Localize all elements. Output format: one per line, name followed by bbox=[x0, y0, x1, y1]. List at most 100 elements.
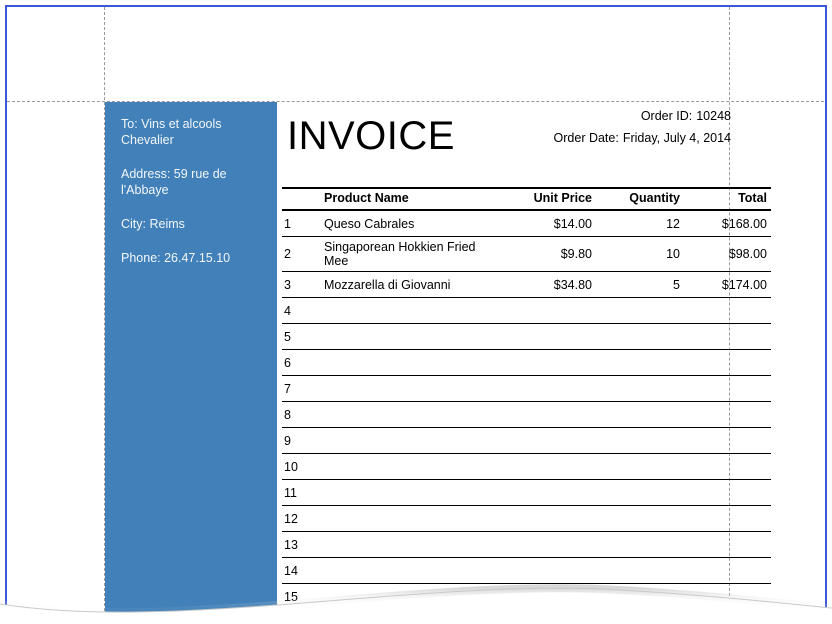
cell-product-name bbox=[320, 531, 503, 558]
cell-quantity: 5 bbox=[596, 271, 684, 298]
cell-index: 16 bbox=[282, 609, 320, 624]
cell-unit-price bbox=[503, 349, 596, 376]
cell-product-name bbox=[320, 297, 503, 324]
cell-quantity bbox=[596, 531, 684, 558]
cell-unit-price bbox=[503, 453, 596, 480]
sidebar-city: City: Reims bbox=[121, 217, 185, 231]
cell-unit-price bbox=[503, 427, 596, 454]
table-row: 3 Mozzarella di Giovanni $34.80 5 $174.00 bbox=[282, 271, 771, 298]
cell-total bbox=[684, 583, 771, 610]
cell-unit-price bbox=[503, 401, 596, 428]
cell-product-name bbox=[320, 375, 503, 402]
cell-product-name bbox=[320, 453, 503, 480]
table-row: 7 bbox=[282, 375, 771, 402]
column-header-unit-price: Unit Price bbox=[503, 187, 596, 211]
line-items-body: 1 Queso Cabrales $14.00 12 $168.00 2 Singapore… bbox=[282, 210, 771, 624]
cell-unit-price bbox=[503, 609, 596, 624]
cell-total bbox=[684, 375, 771, 402]
cell-product-name bbox=[320, 479, 503, 506]
table-row: 4 bbox=[282, 297, 771, 324]
cell-quantity bbox=[596, 557, 684, 584]
page-sheet: To: Vins et alcools Chevalier Address: 5… bbox=[5, 5, 827, 624]
cell-total bbox=[684, 609, 771, 624]
invoice-body: INVOICE Order ID: 10248 Order Date: Friday… bbox=[282, 102, 771, 624]
cell-total bbox=[684, 479, 771, 506]
table-row: 8 bbox=[282, 401, 771, 428]
cell-total bbox=[684, 349, 771, 376]
cell-unit-price bbox=[503, 479, 596, 506]
cell-total bbox=[684, 401, 771, 428]
cell-total bbox=[684, 427, 771, 454]
order-date-row: Order Date: Friday, July 4, 2014 bbox=[554, 127, 731, 149]
table-row: 15 bbox=[282, 583, 771, 610]
table-row: 5 bbox=[282, 323, 771, 350]
table-row: 9 bbox=[282, 427, 771, 454]
cell-quantity: 10 bbox=[596, 236, 684, 272]
cell-index: 14 bbox=[282, 557, 320, 584]
cell-total bbox=[684, 531, 771, 558]
cell-unit-price: $14.00 bbox=[503, 210, 596, 237]
table-row: 12 bbox=[282, 505, 771, 532]
cell-index: 10 bbox=[282, 453, 320, 480]
cell-index: 9 bbox=[282, 427, 320, 454]
order-meta: Order ID: 10248 Order Date: Friday, July 4… bbox=[554, 105, 731, 149]
cell-product-name bbox=[320, 583, 503, 610]
cell-index: 12 bbox=[282, 505, 320, 532]
cell-index: 5 bbox=[282, 323, 320, 350]
cell-total bbox=[684, 505, 771, 532]
line-items-table: Product Name Unit Price Quantity Total 1… bbox=[282, 187, 771, 624]
table-row: 1 Queso Cabrales $14.00 12 $168.00 bbox=[282, 210, 771, 237]
cell-index: 7 bbox=[282, 375, 320, 402]
cell-total bbox=[684, 453, 771, 480]
cell-product-name: Singaporean Hokkien Fried Mee bbox=[320, 236, 503, 272]
table-row: 16 bbox=[282, 609, 771, 624]
cell-unit-price bbox=[503, 531, 596, 558]
recipient-sidebar: To: Vins et alcools Chevalier Address: 5… bbox=[105, 102, 277, 621]
cell-unit-price bbox=[503, 583, 596, 610]
cell-total: $168.00 bbox=[684, 210, 771, 237]
order-date-value: Friday, July 4, 2014 bbox=[622, 131, 731, 145]
sidebar-recipient: To: Vins et alcools Chevalier bbox=[121, 117, 222, 147]
cell-product-name bbox=[320, 349, 503, 376]
order-id-label: Order ID: bbox=[640, 109, 693, 123]
cell-product-name bbox=[320, 427, 503, 454]
cell-unit-price: $34.80 bbox=[503, 271, 596, 298]
cell-index: 6 bbox=[282, 349, 320, 376]
cell-product-name bbox=[320, 557, 503, 584]
cell-total: $174.00 bbox=[684, 271, 771, 298]
cell-unit-price bbox=[503, 323, 596, 350]
cell-total bbox=[684, 557, 771, 584]
sidebar-phone: Phone: 26.47.15.10 bbox=[121, 251, 231, 265]
table-row: 14 bbox=[282, 557, 771, 584]
order-id-row: Order ID: 10248 bbox=[554, 105, 731, 127]
cell-total bbox=[684, 323, 771, 350]
cell-product-name bbox=[320, 505, 503, 532]
cell-index: 3 bbox=[282, 271, 320, 298]
column-header-quantity: Quantity bbox=[596, 187, 684, 211]
cell-unit-price bbox=[503, 505, 596, 532]
invoice-header: INVOICE Order ID: 10248 Order Date: Friday… bbox=[282, 102, 731, 180]
cell-product-name: Mozzarella di Giovanni bbox=[320, 271, 503, 298]
cell-quantity bbox=[596, 479, 684, 506]
cell-quantity bbox=[596, 609, 684, 624]
column-header-product-name: Product Name bbox=[320, 187, 503, 211]
cell-unit-price bbox=[503, 297, 596, 324]
order-date-label: Order Date: bbox=[553, 131, 619, 145]
cell-unit-price bbox=[503, 557, 596, 584]
table-row: 10 bbox=[282, 453, 771, 480]
cell-index: 13 bbox=[282, 531, 320, 558]
column-header-index bbox=[282, 187, 320, 211]
cell-index: 4 bbox=[282, 297, 320, 324]
cell-unit-price: $9.80 bbox=[503, 236, 596, 272]
table-row: 2 Singaporean Hokkien Fried Mee $9.80 10 $98… bbox=[282, 236, 771, 272]
cell-index: 8 bbox=[282, 401, 320, 428]
cell-product-name bbox=[320, 323, 503, 350]
cell-quantity bbox=[596, 349, 684, 376]
cell-quantity bbox=[596, 505, 684, 532]
cell-quantity bbox=[596, 401, 684, 428]
cell-product-name: Queso Cabrales bbox=[320, 210, 503, 237]
column-header-total: Total bbox=[684, 187, 771, 211]
cell-unit-price bbox=[503, 375, 596, 402]
table-row: 13 bbox=[282, 531, 771, 558]
table-header-row: Product Name Unit Price Quantity Total bbox=[282, 187, 771, 211]
